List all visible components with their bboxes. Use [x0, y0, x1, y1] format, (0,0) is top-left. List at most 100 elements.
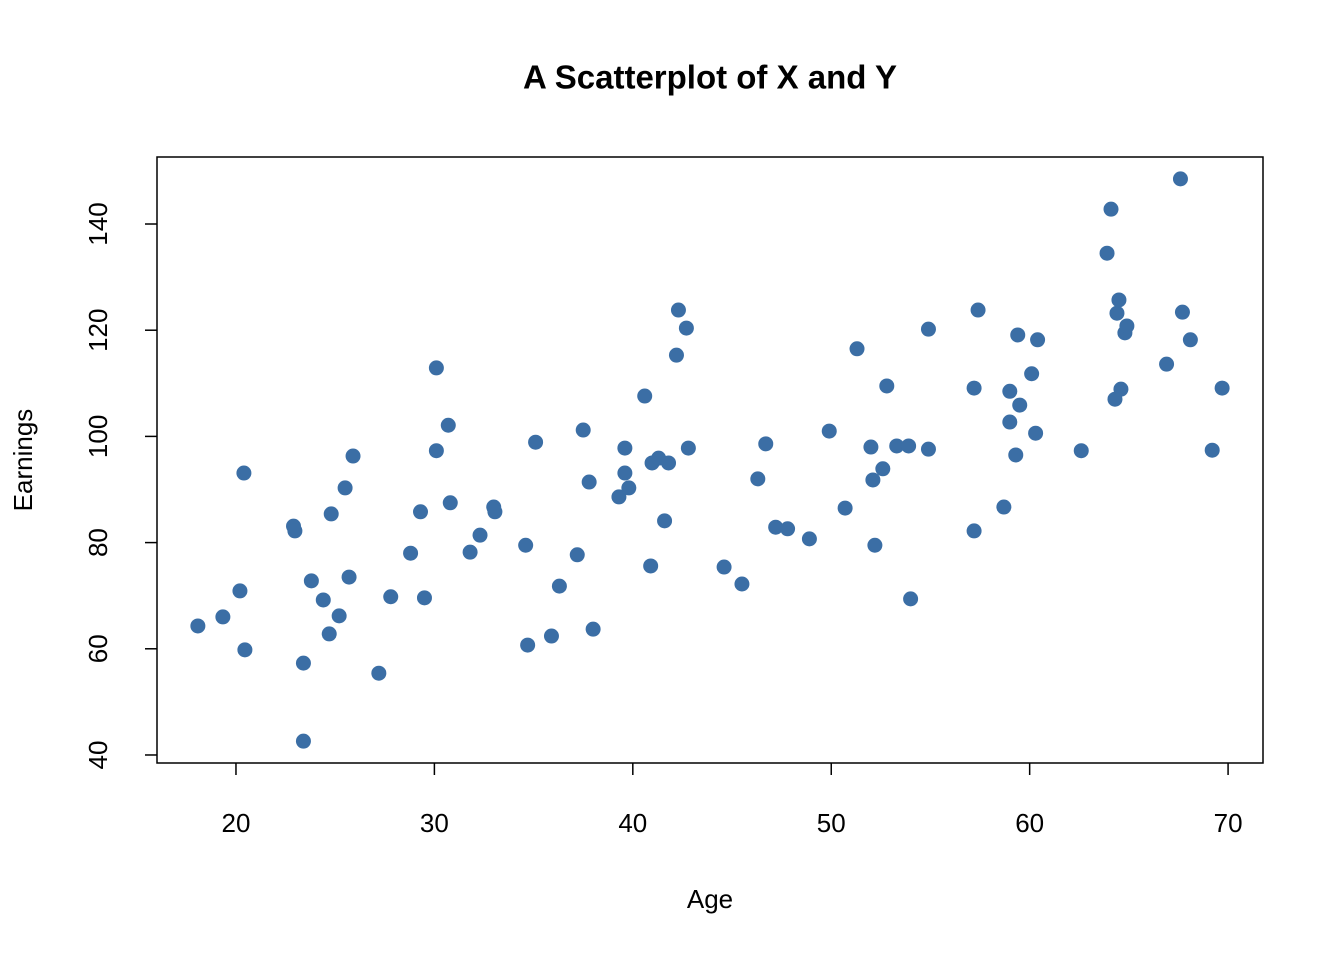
point [889, 438, 905, 454]
point [1182, 332, 1198, 348]
point [617, 440, 633, 456]
point [637, 388, 653, 404]
point [837, 500, 853, 516]
point [801, 531, 817, 547]
point [780, 521, 796, 537]
y-tick-label: 140 [83, 202, 113, 245]
y-axis-label: Earnings [8, 409, 38, 512]
point [621, 480, 637, 496]
x-tick-label: 30 [420, 808, 449, 838]
point [1024, 366, 1040, 382]
point [1119, 318, 1135, 334]
y-tick-label: 40 [83, 741, 113, 770]
point [1002, 383, 1018, 399]
point [1099, 245, 1115, 261]
point [670, 302, 686, 318]
point [821, 423, 837, 439]
point [611, 489, 627, 505]
point [901, 438, 917, 454]
point [680, 440, 696, 456]
point [1002, 414, 1018, 430]
point [1028, 425, 1044, 441]
point [617, 465, 633, 481]
point [341, 569, 357, 585]
point [442, 495, 458, 511]
point [569, 547, 585, 563]
point [520, 637, 536, 653]
x-tick-label: 20 [222, 808, 251, 838]
y-tick-label: 120 [83, 309, 113, 352]
point [1111, 292, 1127, 308]
point [551, 578, 567, 594]
point [295, 655, 311, 671]
point [716, 559, 732, 575]
plot-frame [156, 156, 1264, 764]
point [315, 592, 331, 608]
point [575, 422, 591, 438]
point [1073, 443, 1089, 459]
point [472, 527, 488, 543]
point [462, 544, 478, 560]
point [903, 591, 919, 607]
x-axis-label: Age [687, 884, 733, 914]
point [879, 378, 895, 394]
point [863, 439, 879, 455]
point [518, 537, 534, 553]
point [966, 523, 982, 539]
point [428, 443, 444, 459]
point [966, 380, 982, 396]
point [215, 609, 231, 625]
point [668, 347, 684, 363]
point [970, 302, 986, 318]
point [416, 590, 432, 606]
point [661, 455, 677, 471]
x-tick-label: 60 [1015, 808, 1044, 838]
point [1172, 171, 1188, 187]
point [657, 513, 673, 529]
point [383, 589, 399, 605]
point [303, 573, 319, 589]
point [232, 583, 248, 599]
point [758, 436, 774, 452]
point [1109, 305, 1125, 321]
point [295, 733, 311, 749]
point [236, 465, 252, 481]
point [865, 472, 881, 488]
x-tick-label: 40 [618, 808, 647, 838]
point [734, 576, 750, 592]
point [287, 523, 303, 539]
point [413, 504, 429, 520]
point [190, 618, 206, 634]
point [678, 320, 694, 336]
point [1159, 356, 1175, 372]
point [1030, 332, 1046, 348]
point [768, 519, 784, 535]
point [323, 506, 339, 522]
chart-title: A Scatterplot of X and Y [523, 59, 897, 96]
point [920, 441, 936, 457]
y-tick-label: 60 [83, 634, 113, 663]
point [875, 461, 891, 477]
point [528, 434, 544, 450]
point [1214, 380, 1230, 396]
point [1008, 447, 1024, 463]
point [543, 628, 559, 644]
x-tick-label: 50 [817, 808, 846, 838]
point [1113, 381, 1129, 397]
point [581, 474, 597, 490]
y-tick-label: 100 [83, 415, 113, 458]
point [1174, 304, 1190, 320]
point [849, 341, 865, 357]
point [331, 608, 347, 624]
point [345, 448, 361, 464]
point [321, 626, 337, 642]
x-tick-label: 70 [1214, 808, 1243, 838]
point [996, 499, 1012, 515]
point [750, 471, 766, 487]
point [643, 558, 659, 574]
point [1103, 201, 1119, 217]
point [337, 480, 353, 496]
point [487, 504, 503, 520]
point [585, 621, 601, 637]
